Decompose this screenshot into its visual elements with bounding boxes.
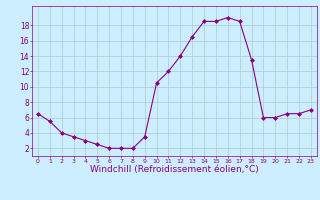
X-axis label: Windchill (Refroidissement éolien,°C): Windchill (Refroidissement éolien,°C)	[90, 165, 259, 174]
